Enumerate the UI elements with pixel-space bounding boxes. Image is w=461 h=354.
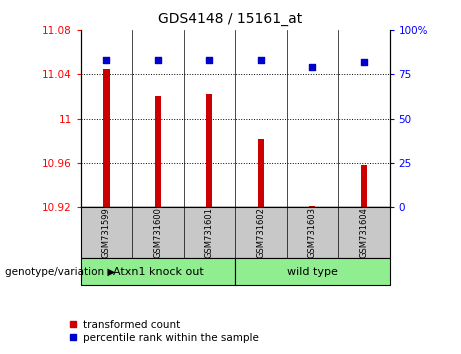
Text: GSM731601: GSM731601: [205, 207, 214, 258]
Point: [257, 57, 265, 63]
Point: [308, 64, 316, 70]
Legend: transformed count, percentile rank within the sample: transformed count, percentile rank withi…: [65, 315, 263, 347]
Text: GSM731604: GSM731604: [359, 207, 368, 258]
Point: [360, 59, 367, 65]
Bar: [103, 69, 110, 207]
Text: GSM731599: GSM731599: [102, 207, 111, 258]
Text: GSM731603: GSM731603: [308, 207, 317, 258]
Text: GDS4148 / 15161_at: GDS4148 / 15161_at: [159, 12, 302, 27]
Text: Atxn1 knock out: Atxn1 knock out: [112, 267, 203, 277]
Bar: [155, 97, 161, 207]
Bar: [235, 258, 390, 285]
Text: GSM731600: GSM731600: [154, 207, 162, 258]
Text: GSM731602: GSM731602: [256, 207, 266, 258]
Text: wild type: wild type: [287, 267, 338, 277]
Bar: [206, 94, 213, 207]
Point: [154, 57, 161, 63]
Point: [103, 57, 110, 63]
Bar: [361, 165, 367, 207]
Bar: [309, 206, 315, 207]
Point: [206, 57, 213, 63]
Bar: [258, 138, 264, 207]
Bar: [81, 258, 235, 285]
Text: genotype/variation ▶: genotype/variation ▶: [5, 267, 115, 277]
